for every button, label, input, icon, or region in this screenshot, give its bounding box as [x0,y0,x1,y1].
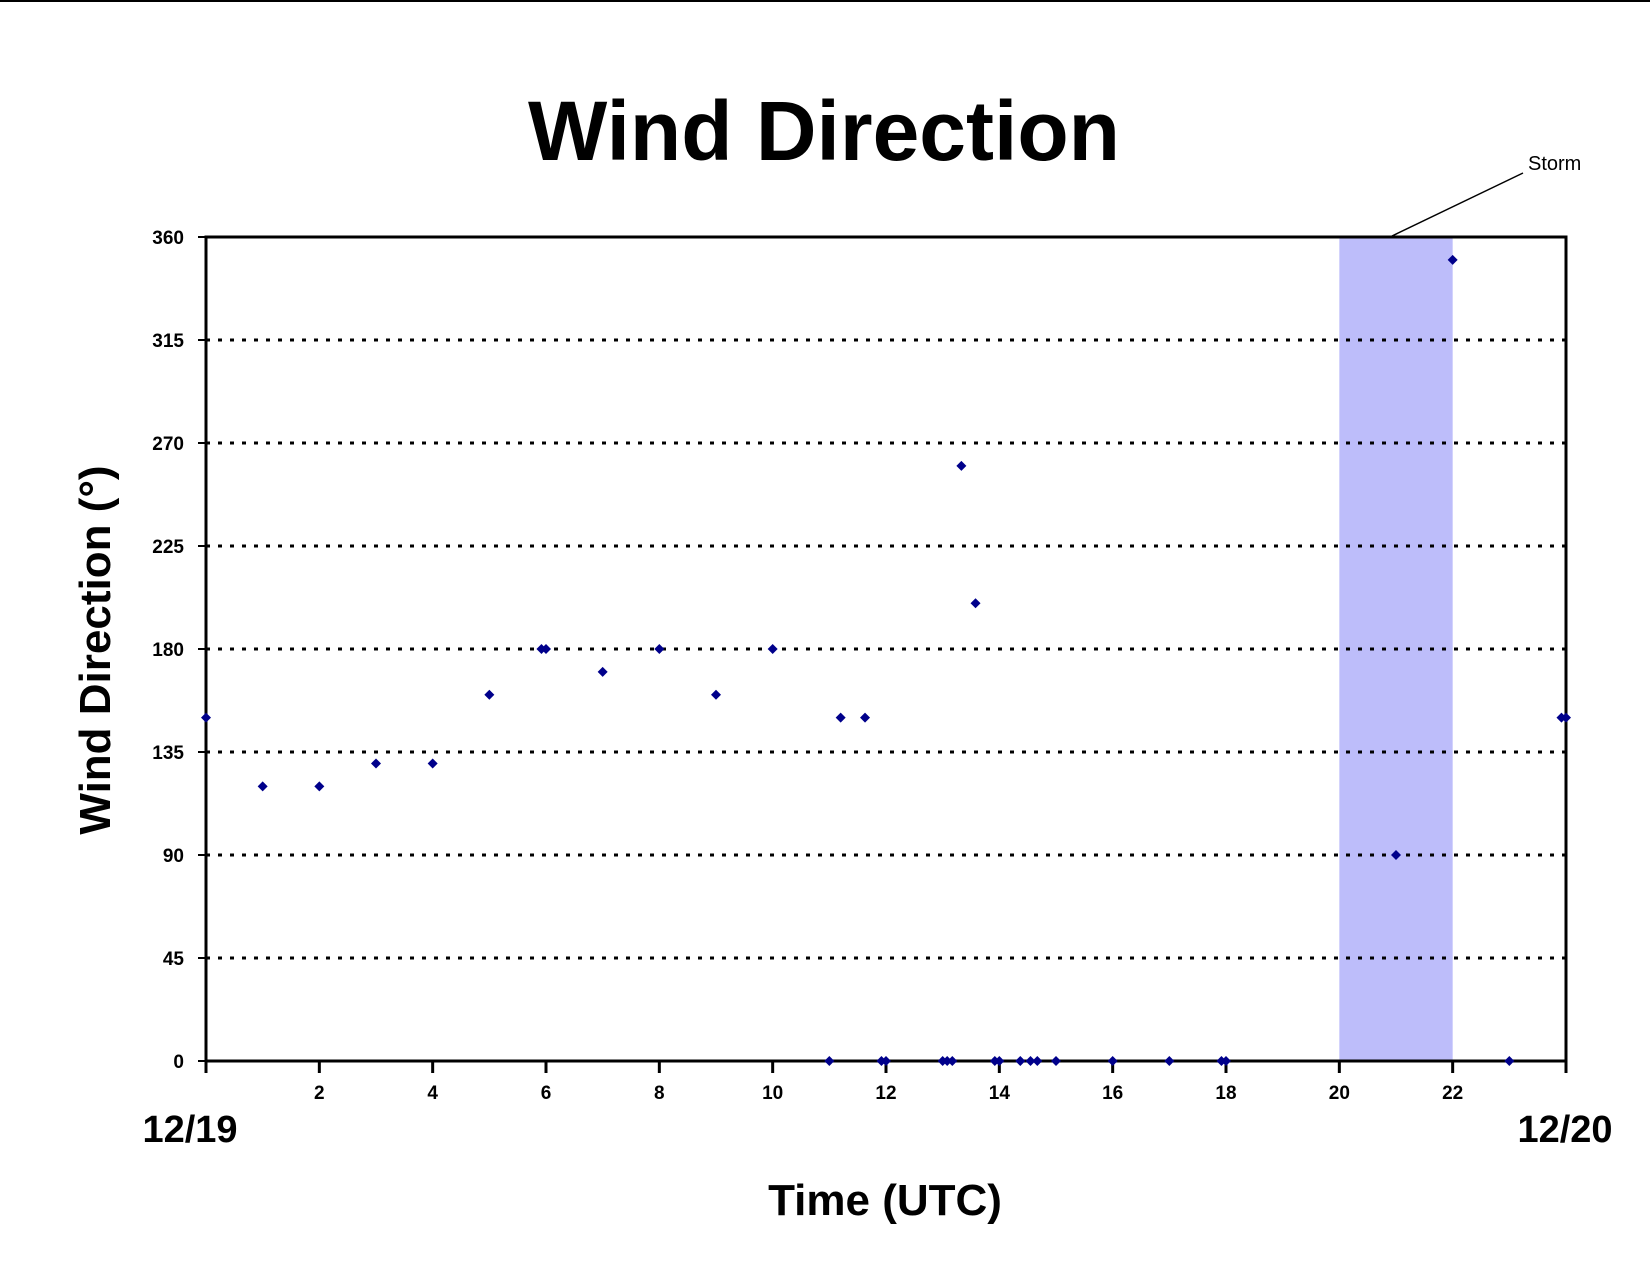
data-point [1391,850,1401,860]
x-tick-label: 22 [1442,1083,1463,1104]
data-point [1164,1056,1175,1066]
data-point [881,1056,891,1066]
x-tick-label: 12 [875,1083,896,1104]
data-point [484,689,495,700]
data-point [835,712,846,723]
x-tick-label: 2 [314,1083,325,1104]
data-point [1561,712,1571,723]
chart-title: Wind Direction [528,84,1120,178]
data-point [860,712,871,723]
data-point [257,781,268,792]
x-tick-label: 20 [1329,1083,1350,1104]
y-tick-label: 135 [152,743,184,764]
data-point [201,712,211,723]
y-tick-label: 45 [163,949,185,970]
storm-annotation-label: Storm [1528,153,1581,175]
storm-annotation-leader [1391,172,1524,237]
y-axis-label: Wind Direction (°) [71,465,120,834]
data-point [767,644,778,654]
data-point [1221,1056,1231,1066]
data-point [824,1056,835,1066]
x-axis-label: Time (UTC) [768,1176,1002,1225]
y-tick-label: 0 [173,1052,184,1073]
data-point [597,666,608,677]
data-point [970,598,981,609]
x-tick-label: 18 [1215,1083,1236,1104]
data-point [1025,1056,1036,1066]
x-tick-label: 16 [1102,1083,1123,1104]
start-date-label: 12/19 [142,1109,237,1151]
data-point [1032,1056,1043,1066]
data-point [1107,1056,1118,1066]
data-point [947,1056,958,1066]
y-tick-label: 315 [152,331,184,352]
y-tick-label: 360 [152,228,184,249]
data-point [1447,254,1458,265]
data-point [956,460,967,471]
data-point [711,689,721,700]
x-tick-label: 4 [427,1083,438,1104]
data-point [994,1056,1005,1066]
data-point [314,781,325,792]
y-tick-label: 90 [163,846,184,867]
x-tick-label: 14 [989,1083,1011,1104]
x-tick-label: 8 [654,1083,665,1104]
data-point [1051,1056,1061,1066]
y-tick-label: 180 [152,640,184,661]
data-point [427,758,438,769]
data-point [942,1056,953,1066]
data-point [371,758,381,769]
x-tick-label: 6 [541,1083,552,1104]
y-tick-label: 225 [152,537,184,558]
data-point [1504,1056,1515,1066]
x-tick-label: 10 [762,1083,783,1104]
end-date-label: 12/20 [1517,1109,1612,1151]
data-point [654,644,665,654]
data-point [1015,1056,1026,1066]
data-point [541,644,551,654]
y-tick-label: 270 [152,434,184,455]
